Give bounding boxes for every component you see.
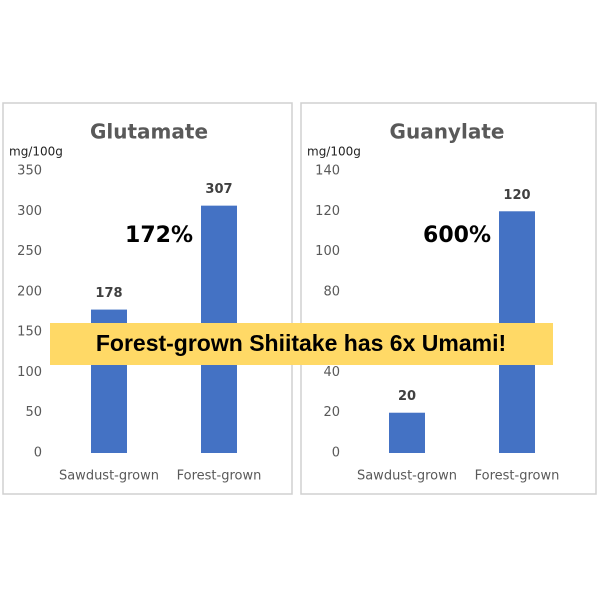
x-tick-label: Sawdust-grown: [357, 469, 457, 484]
y-tick-label: 100: [17, 365, 42, 380]
y-tick-label: 140: [315, 164, 340, 179]
banner-box: [50, 323, 553, 365]
value-label: 307: [205, 182, 232, 197]
y-tick-label: 0: [332, 446, 340, 461]
annotation: 600%: [423, 223, 491, 248]
banner: Forest-grown Shiitake has 6x Umami!: [50, 323, 553, 365]
y-tick-label: 100: [315, 244, 340, 259]
y-tick-label: 120: [315, 204, 340, 219]
y-tick-label: 150: [17, 325, 42, 340]
y-tick-label: 350: [17, 164, 42, 179]
y-tick-label: 200: [17, 284, 42, 299]
y-tick-label: 250: [17, 244, 42, 259]
annotation: 172%: [125, 223, 193, 248]
x-tick-label: Sawdust-grown: [59, 469, 159, 484]
chart-title: Guanylate: [390, 120, 505, 144]
value-label: 20: [398, 389, 416, 404]
y-axis-label: mg/100g: [9, 145, 63, 159]
panel: [300, 102, 597, 495]
value-label: 178: [95, 286, 122, 301]
bar: [389, 412, 425, 453]
y-tick-label: 300: [17, 204, 42, 219]
value-label: 120: [503, 188, 530, 203]
y-axis-label: mg/100g: [307, 145, 361, 159]
x-tick-label: Forest-grown: [177, 469, 262, 484]
banner-text: Forest-grown Shiitake has 6x Umami!: [96, 330, 506, 356]
y-tick-label: 0: [34, 446, 42, 461]
x-tick-label: Forest-grown: [475, 469, 560, 484]
panel: [2, 102, 293, 495]
y-tick-label: 50: [25, 405, 42, 420]
y-tick-label: 80: [323, 284, 340, 299]
y-tick-label: 40: [323, 365, 340, 380]
y-tick-label: 20: [323, 405, 340, 420]
chart-title: Glutamate: [90, 120, 208, 144]
